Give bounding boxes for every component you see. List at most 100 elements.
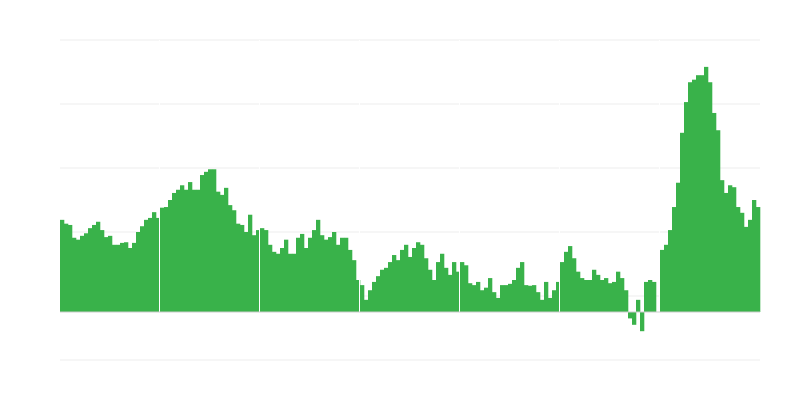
bar (604, 278, 609, 312)
bar (100, 230, 105, 312)
bar (512, 280, 517, 312)
bar (196, 189, 201, 312)
bar (316, 219, 321, 312)
bar (688, 82, 693, 313)
bar (600, 280, 605, 312)
bar (256, 230, 261, 312)
bar (80, 235, 85, 312)
bar (308, 237, 313, 312)
bar (124, 242, 129, 312)
bar (236, 223, 241, 312)
bar (244, 232, 249, 312)
bar (404, 244, 409, 312)
bar (584, 280, 589, 312)
bar (184, 189, 189, 312)
bar (300, 233, 305, 312)
bar (736, 207, 741, 312)
bar (416, 242, 421, 312)
bar (288, 253, 293, 312)
bar (332, 232, 337, 312)
bar (312, 230, 317, 312)
bar (448, 274, 453, 312)
bar (704, 66, 709, 312)
bar (72, 237, 77, 312)
bar (716, 130, 721, 312)
bar (200, 175, 205, 312)
bar (248, 214, 253, 312)
bar (356, 280, 361, 312)
bar (756, 207, 761, 312)
bar (524, 285, 529, 312)
bar (456, 271, 461, 312)
bar (368, 290, 373, 312)
bar (412, 248, 417, 312)
bar (180, 185, 185, 312)
bar (464, 265, 469, 312)
bar (632, 312, 637, 325)
bar (160, 207, 165, 312)
bar (752, 200, 757, 312)
bar (636, 299, 641, 312)
bar (380, 269, 385, 312)
bar (532, 285, 537, 312)
bar (120, 242, 125, 312)
bar (112, 244, 117, 312)
bar (116, 244, 121, 312)
bar (384, 267, 389, 312)
bar (708, 82, 713, 313)
bar (640, 312, 645, 332)
bar (460, 262, 465, 312)
bar (188, 182, 193, 312)
bar (272, 251, 277, 312)
bar (596, 274, 601, 312)
bar (64, 223, 69, 312)
bar (252, 235, 257, 312)
bar (224, 187, 229, 312)
bar (192, 189, 197, 312)
bar (744, 226, 749, 312)
bar (284, 239, 289, 312)
bar (492, 292, 497, 312)
bar (528, 285, 533, 312)
bar (108, 235, 113, 312)
bar (372, 281, 377, 312)
bar (664, 244, 669, 312)
bar (152, 212, 157, 312)
bar (560, 262, 565, 312)
bar (172, 192, 177, 312)
bar (668, 230, 673, 312)
bar (84, 233, 89, 312)
bar (740, 212, 745, 312)
bar (508, 283, 513, 312)
bar (280, 248, 285, 312)
bar (344, 237, 349, 312)
bar (660, 249, 665, 312)
bar (96, 221, 101, 312)
bar (296, 237, 301, 312)
bar (568, 246, 573, 312)
bar (208, 169, 213, 312)
bar (588, 280, 593, 312)
bar (536, 292, 541, 312)
bar (612, 281, 617, 312)
bar (396, 260, 401, 312)
bar (264, 230, 269, 312)
bar (92, 224, 97, 312)
bar (240, 224, 245, 312)
bar (552, 290, 557, 312)
bar (480, 290, 485, 312)
bar (544, 281, 549, 312)
bar (328, 237, 333, 312)
bar (748, 219, 753, 312)
bar (132, 242, 137, 312)
bar (432, 280, 437, 312)
bar (684, 102, 689, 312)
bar (352, 260, 357, 312)
bar (504, 285, 509, 312)
bar (376, 276, 381, 312)
bar (468, 283, 473, 312)
bar (320, 235, 325, 312)
bar (232, 210, 237, 312)
bar (652, 281, 657, 312)
bar (520, 262, 525, 312)
